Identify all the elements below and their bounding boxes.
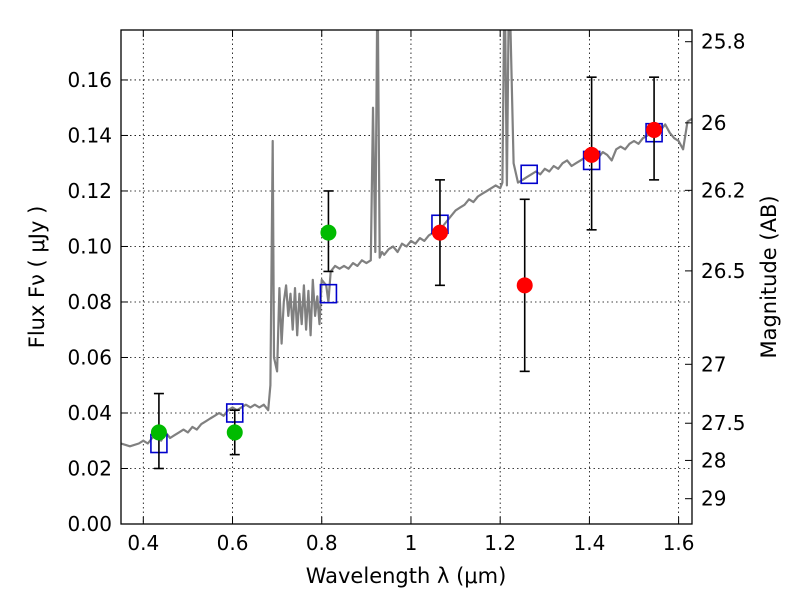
y-tick-label: 0.12 [67,179,112,203]
data-point [320,224,337,241]
y-tick-label: 0.00 [67,512,112,536]
data-point [516,277,533,294]
x-tick-label: 0.6 [217,531,249,555]
plot-area [121,30,692,470]
model-point [520,164,538,185]
x-axis-label: Wavelength λ (μm) [306,564,507,588]
data-point [150,424,167,441]
y2-tick-label: 29 [701,487,726,511]
y2-tick-label: 26 [701,111,726,135]
y-tick-label: 0.10 [67,234,112,258]
y-tick-label: 0.06 [67,345,112,369]
data-point [431,224,448,241]
axis-tick-labels: 0.4 0.6 0.8 1 1.2 1.4 1.6 0.00 0.02 0.04 0.06 0.08 0… [67,30,745,555]
y-axis-label: Flux Fν ( μJy ) [25,206,49,349]
y2-tick-label: 26.2 [701,178,746,202]
y-tick-label: 0.08 [67,290,112,314]
y2-tick-label: 28 [701,448,726,472]
data-point [226,424,243,441]
x-tick-label: 1.6 [663,531,695,555]
y2-tick-label: 25.8 [701,30,746,54]
x-tick-label: 0.8 [306,531,338,555]
y-tick-label: 0.16 [67,68,112,92]
y-tick-label: 0.02 [67,456,112,480]
data-point [583,146,600,163]
axis-ticks [121,30,692,525]
x-tick-label: 1 [405,531,418,555]
x-tick-label: 1.2 [484,531,516,555]
model-point [319,283,338,304]
x-tick-label: 1.4 [573,531,605,555]
plot-frame [120,29,693,525]
y2-axis-label: Magnitude (AB) [757,195,781,358]
y2-tick-label: 26.5 [701,259,746,283]
y2-tick-label: 27.5 [701,411,746,435]
y-tick-label: 0.04 [67,401,112,425]
y2-tick-label: 27 [701,352,726,376]
x-tick-label: 0.4 [127,531,159,555]
y-tick-label: 0.14 [67,123,112,147]
data-point [646,121,663,138]
